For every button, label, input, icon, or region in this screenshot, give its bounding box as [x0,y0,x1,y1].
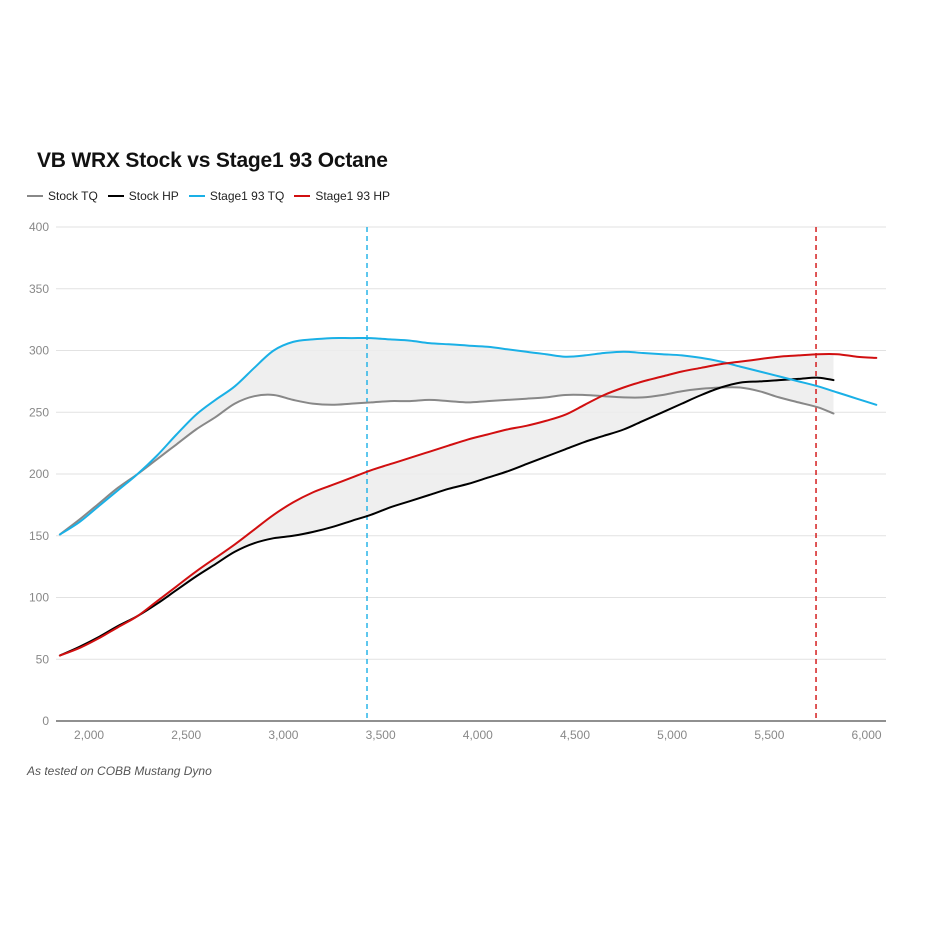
legend-item-stage1-tq: Stage1 93 TQ [188,189,285,203]
x-tick-label-5000: 5,000 [657,728,687,742]
x-tick-label-4500: 4,500 [560,728,590,742]
legend-label-stage1-tq: Stage1 93 TQ [209,189,285,203]
legend-label-stage1-hp: Stage1 93 HP [315,189,391,203]
x-tick-label-2000: 2,000 [74,728,104,742]
legend-swatch-stock-tq [27,195,43,197]
legend-item-stock-tq: Stock TQ [27,189,98,203]
series-line-stock-hp [58,376,835,657]
chart-title: VB WRX Stock vs Stage1 93 Octane [37,149,388,172]
x-tick-label-5500: 5,500 [754,728,784,742]
legend-item-stock-hp: Stock HP [107,189,179,203]
y-tick-label-250: 250 [29,405,49,419]
legend-item-stage1-hp: Stage1 93 HP [294,189,390,203]
y-tick-label-350: 350 [29,282,49,296]
y-tick-label-50: 50 [36,652,50,666]
y-tick-label-100: 100 [29,591,49,605]
series-line-stage1-93-tq [58,337,878,536]
legend-label-stock-hp: Stock HP [128,189,179,203]
y-tick-label-150: 150 [29,529,49,543]
series-line-stock-tq [58,386,835,536]
legend: Stock TQ Stock HP Stage1 93 TQ Stage1 93… [27,189,390,203]
source-note: As tested on COBB Mustang Dyno [27,764,212,778]
x-tick-label-3500: 3,500 [366,728,396,742]
legend-swatch-stock-hp [107,195,124,197]
series-line-stage1-93-hp [58,352,878,657]
y-tick-label-300: 300 [29,344,49,358]
y-tick-label-200: 200 [29,467,49,481]
x-tick-label-3000: 3,000 [268,728,298,742]
y-tick-label-400: 400 [29,220,49,234]
legend-swatch-stage1-tq [188,195,205,197]
x-tick-label-6000: 6,000 [852,728,882,742]
y-tick-label-0: 0 [42,714,49,728]
x-tick-label-4000: 4,000 [463,728,493,742]
x-tick-label-2500: 2,500 [171,728,201,742]
legend-label-stock-tq: Stock TQ [48,189,98,203]
legend-swatch-stage1-hp [294,195,311,197]
